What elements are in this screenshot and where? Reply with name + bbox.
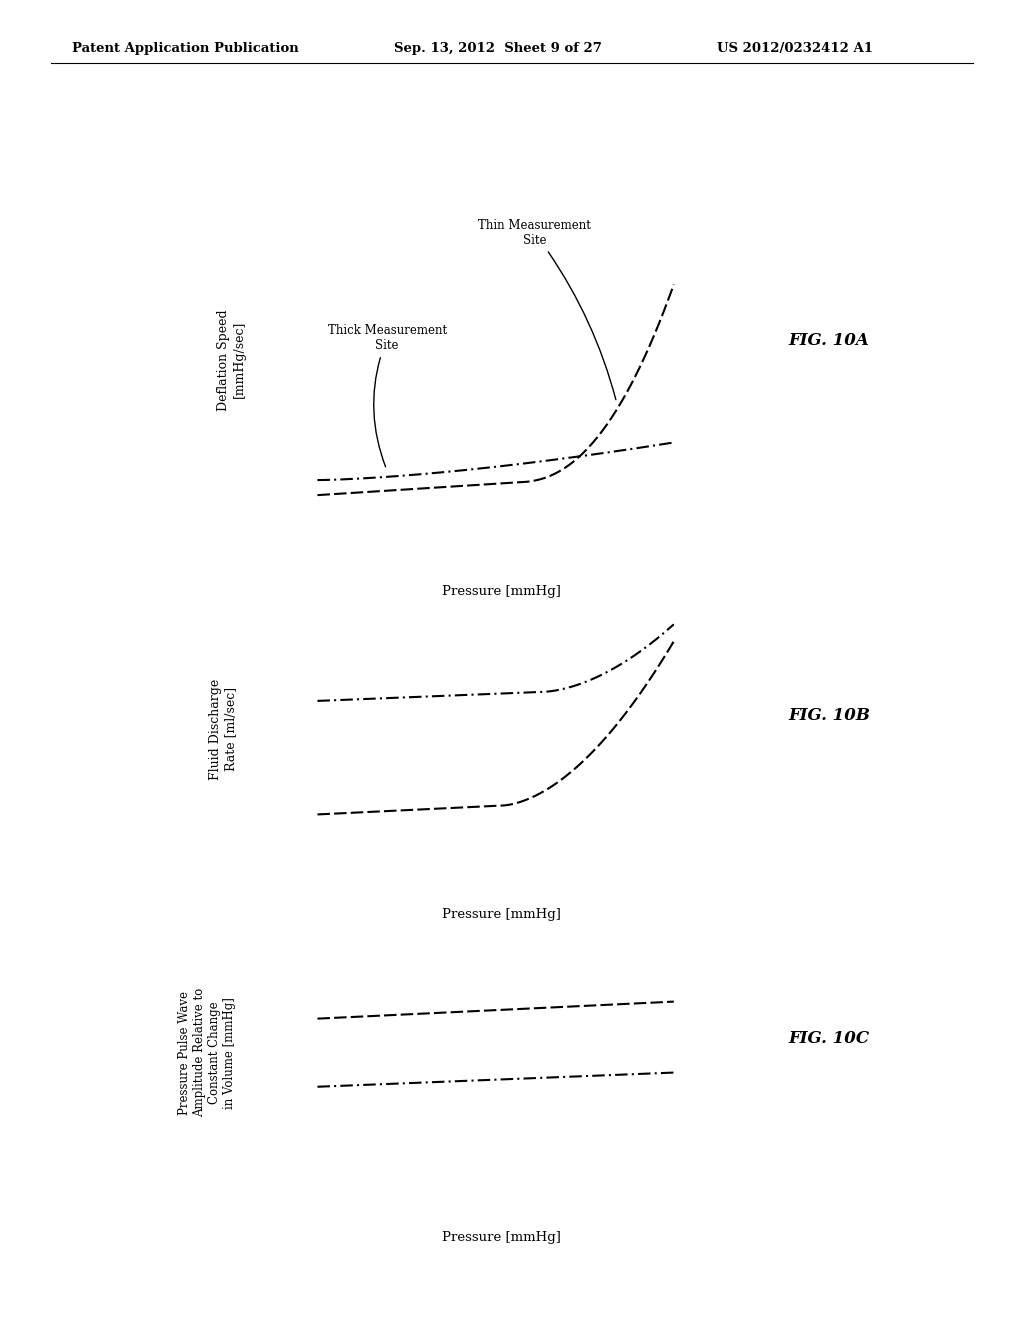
Text: Deflation Speed
[mmHg/sec]: Deflation Speed [mmHg/sec] bbox=[217, 309, 246, 411]
Text: Pressure [mmHg]: Pressure [mmHg] bbox=[442, 586, 561, 598]
Text: Thick Measurement
Site: Thick Measurement Site bbox=[328, 325, 446, 467]
Text: Thin Measurement
Site: Thin Measurement Site bbox=[478, 219, 615, 400]
Text: Pressure Pulse Wave
Amplitude Relative to
Constant Change
in Volume [mmHg]: Pressure Pulse Wave Amplitude Relative t… bbox=[178, 989, 236, 1117]
Text: FIG. 10C: FIG. 10C bbox=[788, 1030, 869, 1047]
Text: FIG. 10B: FIG. 10B bbox=[788, 706, 870, 723]
Text: Sep. 13, 2012  Sheet 9 of 27: Sep. 13, 2012 Sheet 9 of 27 bbox=[394, 42, 602, 55]
Text: Fluid Discharge
Rate [ml/sec]: Fluid Discharge Rate [ml/sec] bbox=[209, 678, 238, 780]
Text: FIG. 10A: FIG. 10A bbox=[788, 333, 869, 350]
Text: Patent Application Publication: Patent Application Publication bbox=[72, 42, 298, 55]
Text: Pressure [mmHg]: Pressure [mmHg] bbox=[442, 908, 561, 921]
Text: US 2012/0232412 A1: US 2012/0232412 A1 bbox=[717, 42, 872, 55]
Text: Pressure [mmHg]: Pressure [mmHg] bbox=[442, 1232, 561, 1245]
